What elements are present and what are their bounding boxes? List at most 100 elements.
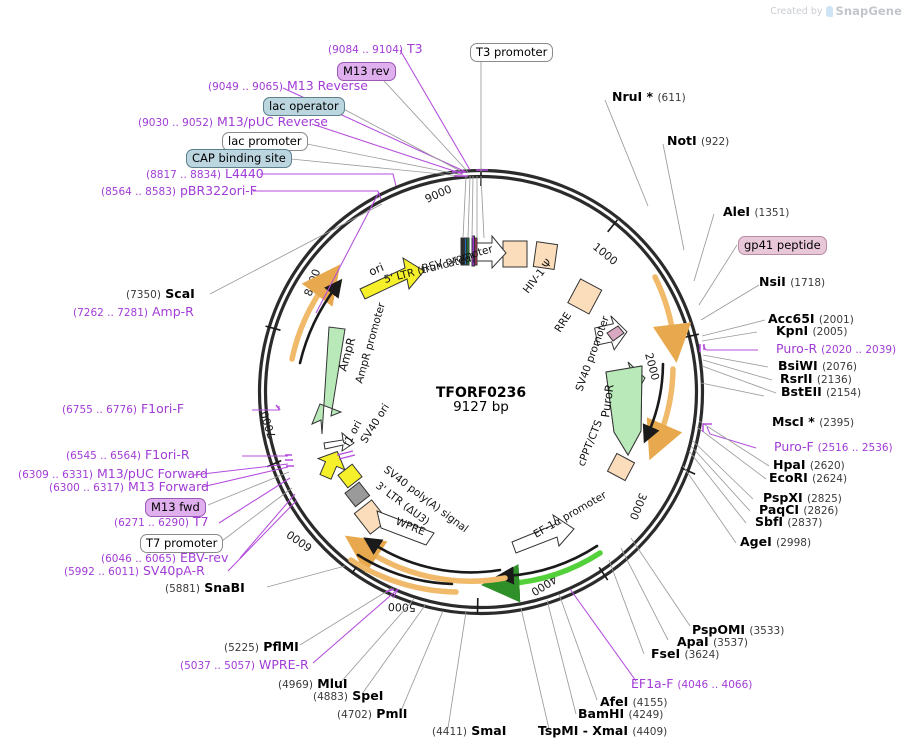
feature-ori-arrow[interactable] (359, 256, 425, 300)
label-puro-r[interactable]: Puro-R (2020 .. 2039) (776, 341, 896, 356)
label-t7-promoter[interactable]: T7 promoter (140, 534, 224, 553)
label-text: EcoRI (769, 470, 808, 485)
label-amp-r[interactable]: (7262 .. 7281) Amp-R (73, 305, 194, 319)
label-spei[interactable]: (4883) SpeI (313, 688, 384, 703)
label-range: (5992 .. 6011) (64, 566, 139, 578)
label-agei[interactable]: AgeI (2998) (740, 535, 811, 549)
label-range: (3537) (713, 637, 748, 649)
label-t7-primer[interactable]: (6271 .. 6290) T7 (114, 515, 209, 529)
label-snabi[interactable]: (5881) SnaBI (165, 581, 245, 595)
label-pspxi[interactable]: PspXI (2825) (763, 491, 842, 505)
label-paqci[interactable]: PaqCI (2826) (759, 503, 838, 517)
label-pbr322ori-f[interactable]: (8564 .. 8583) pBR322ori-F (101, 184, 257, 198)
feature-ampr-arrow[interactable] (311, 326, 346, 435)
label-m13-puc-reverse[interactable]: (9030 .. 9052) M13/pUC Reverse (138, 114, 328, 129)
label-ecori[interactable]: EcoRI (2624) (769, 470, 847, 485)
label-text: MscI * (772, 414, 815, 429)
label-range: (9030 .. 9052) (138, 117, 213, 129)
label-lac-promoter[interactable]: lac promoter (222, 132, 308, 151)
label-text: Puro-R (776, 341, 818, 356)
feature-5ltr-box[interactable] (502, 240, 528, 268)
label-text: SpeI (352, 688, 384, 703)
label-lac-operator[interactable]: lac operator (263, 97, 345, 116)
feature-small-sliver[interactable] (606, 325, 625, 342)
label-scai[interactable]: (7350) ScaI (126, 287, 195, 301)
feature-sv40-polya-box[interactable] (344, 481, 371, 508)
label-rsrii[interactable]: RsrII (2136) (780, 372, 852, 386)
label-ebv-rev[interactable]: (6046 .. 6065) EBV-rev (101, 551, 228, 565)
tick-label-1000: 1000 (590, 240, 620, 268)
label-text: CAP binding site (186, 149, 292, 168)
label-text: TspMI - XmaI (538, 723, 628, 738)
label-range: (4155) (632, 697, 668, 709)
feature-f1-ori-arrow[interactable] (313, 446, 351, 483)
label-f1ori-r[interactable]: (6545 .. 6564) F1ori-R (66, 448, 190, 462)
label-msci[interactable]: MscI * (2395) (772, 414, 854, 429)
label-wpre-r[interactable]: (5037 .. 5057) WPRE-R (180, 658, 309, 672)
label-smai[interactable]: (4411) SmaI (432, 724, 506, 738)
feature-ampr-promoter-arrow[interactable] (323, 431, 355, 453)
label-pspomi[interactable]: PspOMI (3533) (692, 622, 784, 637)
feature-ef1a-promoter-arrow[interactable] (511, 513, 575, 554)
page-title: TFORF0236 (435, 385, 527, 401)
label-pmli[interactable]: (4702) PmlI (337, 707, 407, 721)
label-kpni[interactable]: KpnI (2005) (776, 324, 847, 338)
label-range: (5037 .. 5057) (180, 660, 255, 672)
label-alei[interactable]: AleI (1351) (723, 204, 789, 219)
feature-wpre-box[interactable] (376, 510, 435, 546)
label-range: (2076) (822, 361, 857, 373)
label-text: M13/pUC Reverse (216, 114, 328, 129)
label-text: EF1a-F (631, 676, 674, 691)
label-m13-forward[interactable]: (6300 .. 6317) M13 Forward (49, 480, 209, 494)
feature-label-ori: ori (367, 260, 386, 279)
label-m13-rev[interactable]: M13 rev (337, 62, 396, 81)
label-text: Puro-F (774, 439, 814, 454)
label-m13-puc-forward[interactable]: (6309 .. 6331) M13/pUC Forward (18, 466, 208, 481)
label-range: (2620) (809, 460, 845, 472)
label-tspmi-xmai[interactable]: TspMI - XmaI (4409) (538, 723, 667, 738)
label-cap-binding-site[interactable]: CAP binding site (186, 149, 292, 168)
feature-rre-box[interactable] (567, 278, 603, 315)
label-gp41-peptide[interactable]: gp41 peptide (738, 236, 827, 255)
label-range: (7262 .. 7281) (73, 307, 148, 319)
label-mlui[interactable]: (4969) MluI (278, 677, 348, 691)
label-apai[interactable]: ApaI (3537) (677, 635, 748, 649)
label-t3-primer[interactable]: (9084 .. 9104) T3 (328, 42, 423, 56)
label-text: lac operator (263, 97, 345, 116)
label-text: PspOMI (692, 622, 746, 637)
label-f1ori-f[interactable]: (6755 .. 6776) F1ori-F (62, 402, 184, 416)
label-noti[interactable]: NotI (922) (667, 134, 729, 148)
label-afei[interactable]: AfeI (4155) (600, 695, 668, 709)
label-text: M13/pUC Forward (96, 466, 208, 481)
label-ef1a-f[interactable]: EF1a-F (4046 .. 4066) (631, 676, 753, 691)
snapgene-watermark: Created by SnapGene (770, 4, 902, 18)
feature-shapes (311, 234, 646, 554)
feature-cppt-cts-box[interactable] (606, 452, 636, 482)
label-fsei[interactable]: FseI (3624) (651, 646, 719, 661)
label-sbfi[interactable]: SbfI (2837) (755, 515, 822, 529)
label-bamhi[interactable]: BamHI (4249) (578, 707, 663, 721)
label-t3-promoter[interactable]: T3 promoter (470, 43, 554, 62)
label-bsiwi[interactable]: BsiWI (2076) (778, 359, 857, 373)
feature-5ltr-trunc-arrow[interactable] (474, 234, 507, 270)
feature-puror-arrow[interactable] (605, 361, 646, 457)
feature-sv40-ori-box[interactable] (337, 463, 363, 489)
label-acc65i[interactable]: Acc65I (2001) (768, 311, 854, 326)
label-text: AleI (723, 204, 751, 219)
label-nrui[interactable]: NruI * (611) (612, 90, 686, 104)
label-text: FseI (651, 646, 681, 661)
label-sv40pa-r[interactable]: (5992 .. 6011) SV40pA-R (64, 564, 205, 578)
label-bstei[interactable]: BstEII (2154) (781, 385, 861, 399)
label-puro-f[interactable]: Puro-F (2516 .. 2536) (774, 439, 893, 454)
label-nsii[interactable]: NsiI (1718) (759, 275, 825, 289)
label-range: (4046 .. 4066) (677, 679, 753, 691)
label-text: Acc65I (768, 311, 815, 326)
label-range: (7350) (126, 289, 161, 301)
feature-3ltr-box[interactable] (353, 499, 389, 535)
label-hpai[interactable]: HpaI (2620) (773, 458, 845, 472)
feature-hiv1-psi-box[interactable] (532, 241, 559, 270)
label-pflmi[interactable]: (5225) PflMI (224, 640, 299, 654)
label-m13-reverse[interactable]: (9049 .. 9065) M13 Reverse (208, 79, 368, 93)
label-m13-fwd[interactable]: M13 fwd (145, 498, 206, 517)
label-l4440[interactable]: (8817 .. 8834) L4440 (146, 167, 264, 181)
